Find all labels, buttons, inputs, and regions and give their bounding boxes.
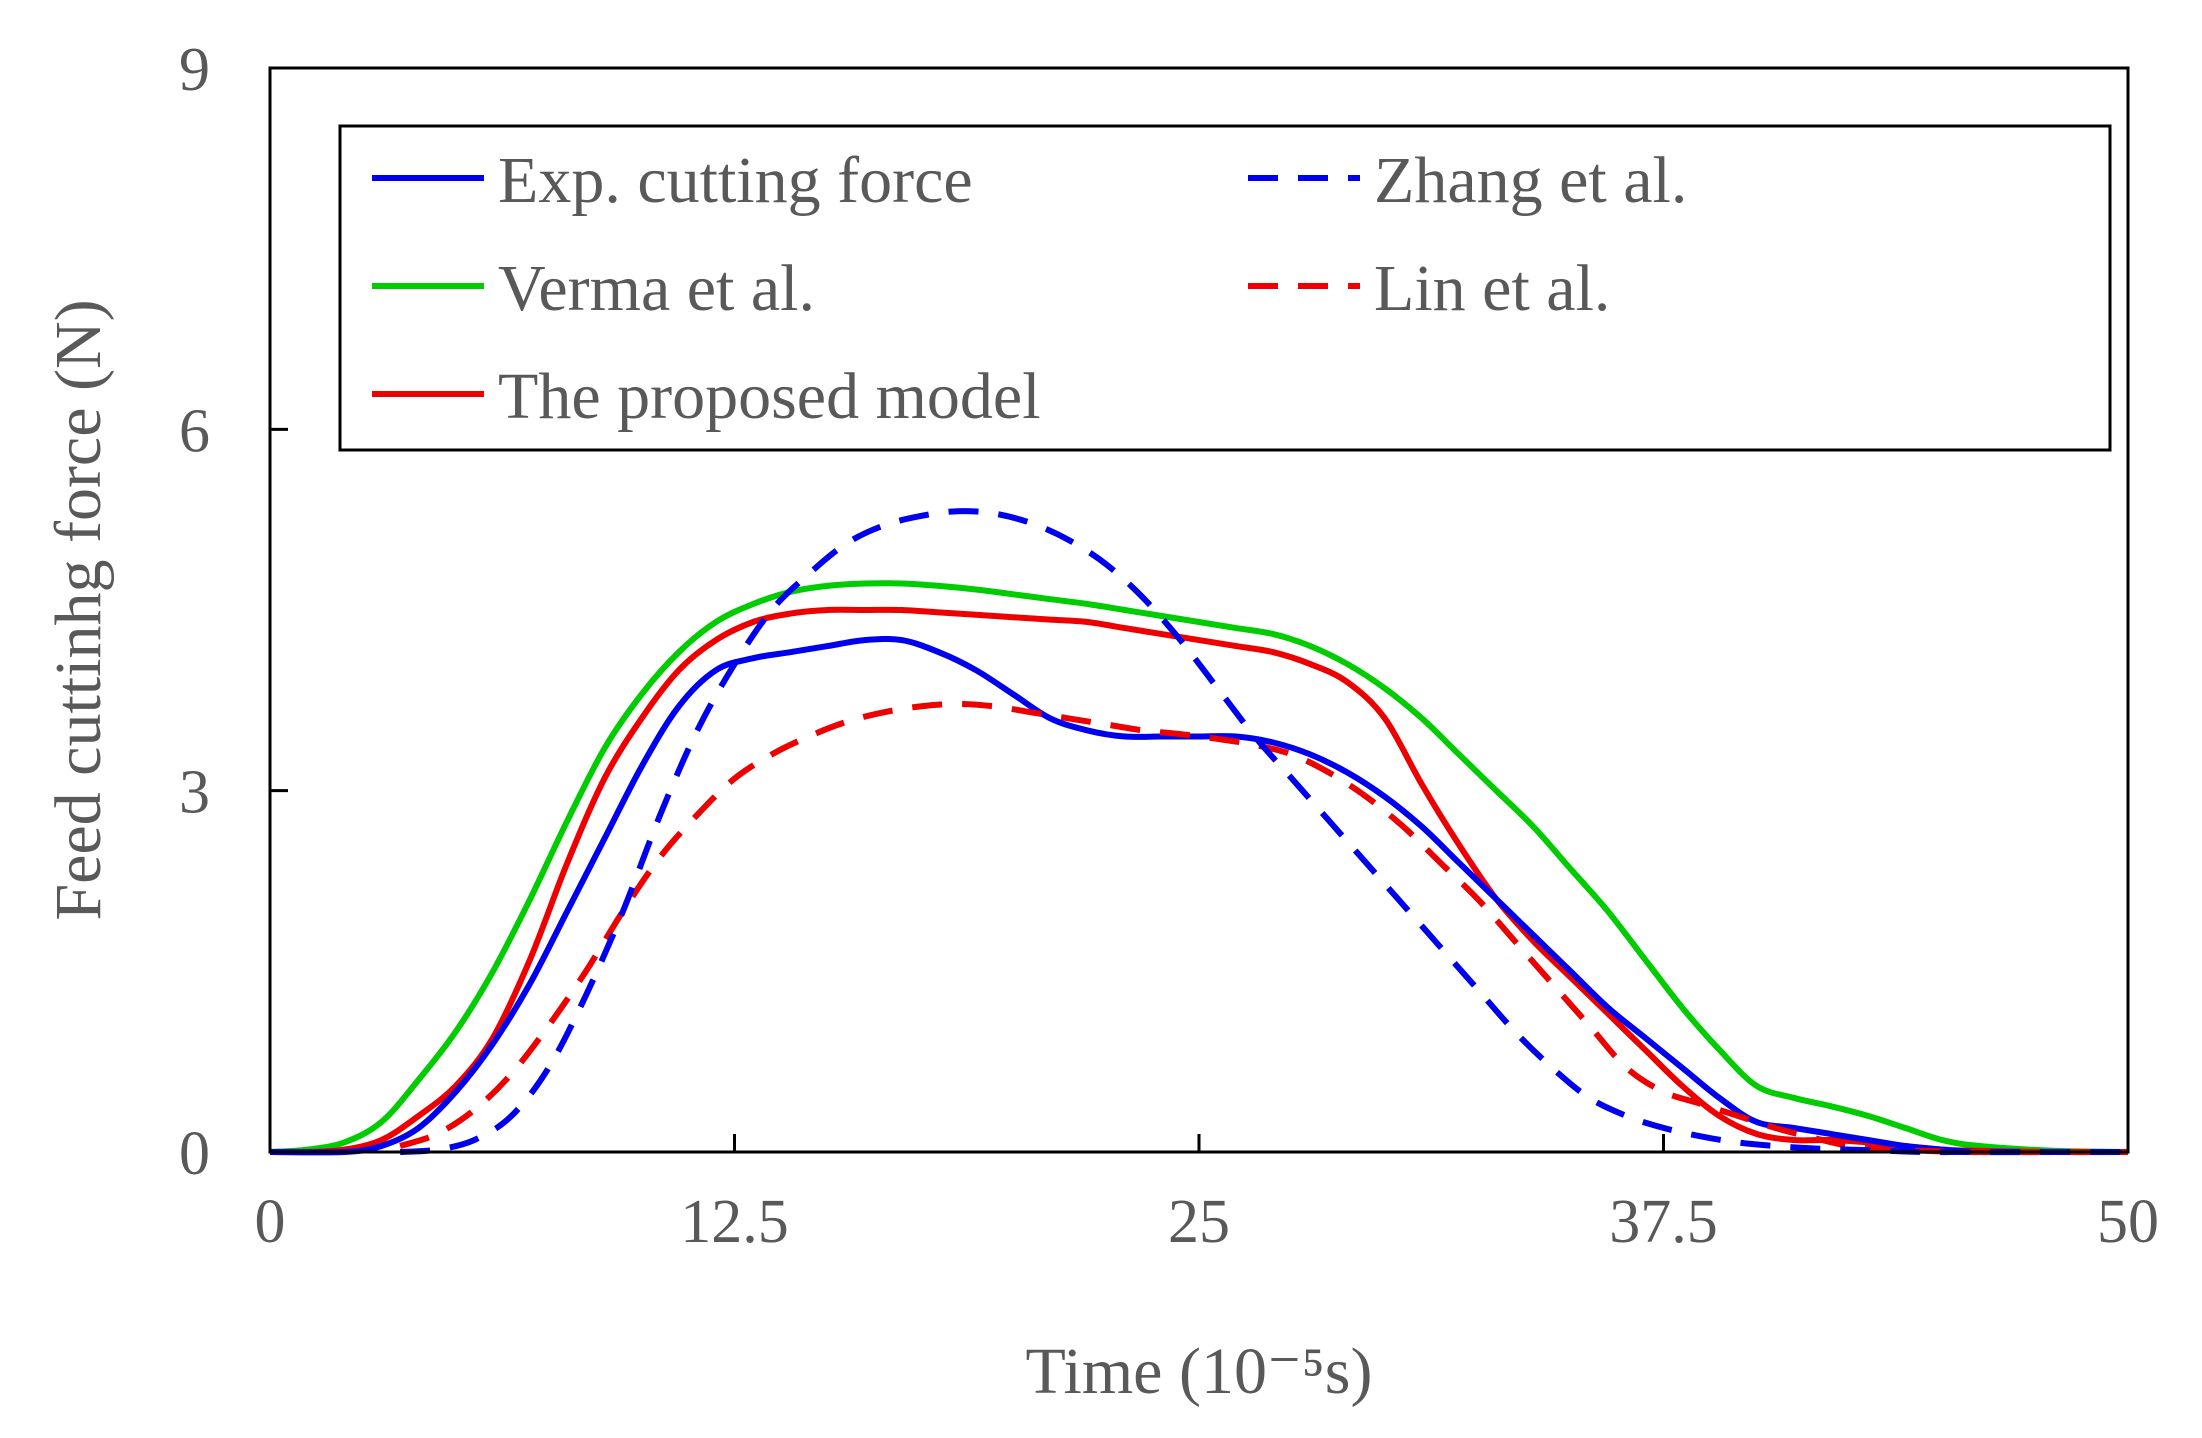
x-tick-label: 37.5 (1609, 1188, 1718, 1256)
y-tick-label: 3 (179, 759, 210, 827)
legend-label-lin-et-al: Lin et al. (1374, 252, 1610, 325)
legend-label-zhang-et-al: Zhang et al. (1374, 144, 1687, 217)
legend-label-exp-cutting-force: Exp. cutting force (498, 144, 973, 217)
x-tick-label: 50 (2097, 1188, 2159, 1256)
y-tick-label: 0 (179, 1120, 210, 1188)
x-tick-label: 25 (1168, 1188, 1230, 1256)
legend: Exp. cutting force Zhang et al. Verma et a… (338, 124, 2112, 452)
x-axis-title: Time (10⁻⁵s) (1026, 1335, 1373, 1408)
series-line-exp-cutting-force (269, 635, 2128, 1156)
series-line-lin-et-al (399, 700, 2128, 1156)
y-tick-label: 9 (179, 36, 210, 104)
legend-label-verma-et-al: Verma et al. (498, 252, 815, 325)
legend-label-the-proposed-model: The proposed model (498, 360, 1041, 433)
x-tick-label: 0 (255, 1188, 286, 1256)
plot-lines (269, 508, 2129, 1156)
axis-ticks: 0 12.5 25 37.5 50 0 3 6 9 (179, 36, 2159, 1256)
x-tick-label: 12.5 (680, 1188, 789, 1256)
series-line-the-proposed-model (269, 606, 2129, 1156)
series-line-zhang-et-al (399, 508, 2128, 1156)
legend-box (338, 124, 2112, 452)
y-tick-label: 6 (179, 397, 210, 465)
y-axis-title: Feed cuttinhg force (N) (42, 299, 115, 920)
series-line-verma-et-al (269, 580, 2129, 1155)
